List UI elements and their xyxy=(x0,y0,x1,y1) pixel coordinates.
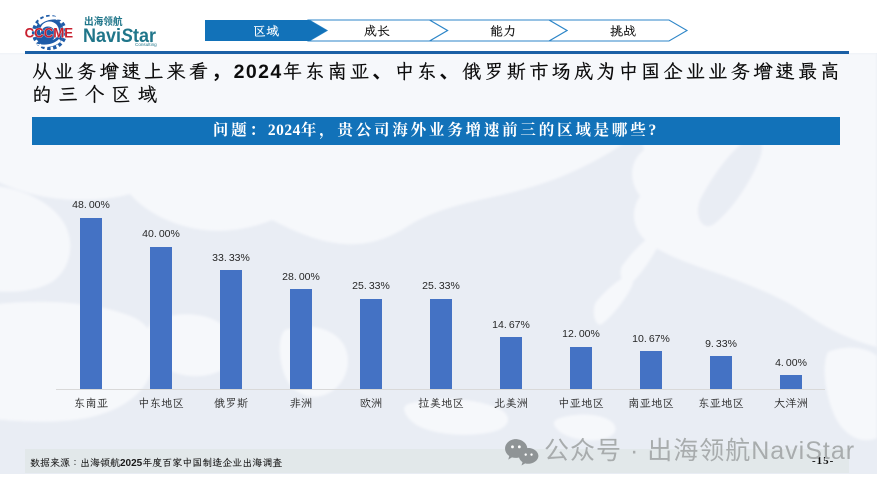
svg-text:区域: 区域 xyxy=(253,24,279,39)
svg-text:能力: 能力 xyxy=(490,24,516,39)
svg-text:挑战: 挑战 xyxy=(610,24,636,39)
svg-text:CCCME: CCCME xyxy=(25,25,74,40)
svg-text:Consulting: Consulting xyxy=(135,42,157,47)
svg-text:成长: 成长 xyxy=(364,24,390,39)
svg-text:NaviStar: NaviStar xyxy=(83,25,156,47)
svg-text:出海领航: 出海领航 xyxy=(84,15,123,28)
